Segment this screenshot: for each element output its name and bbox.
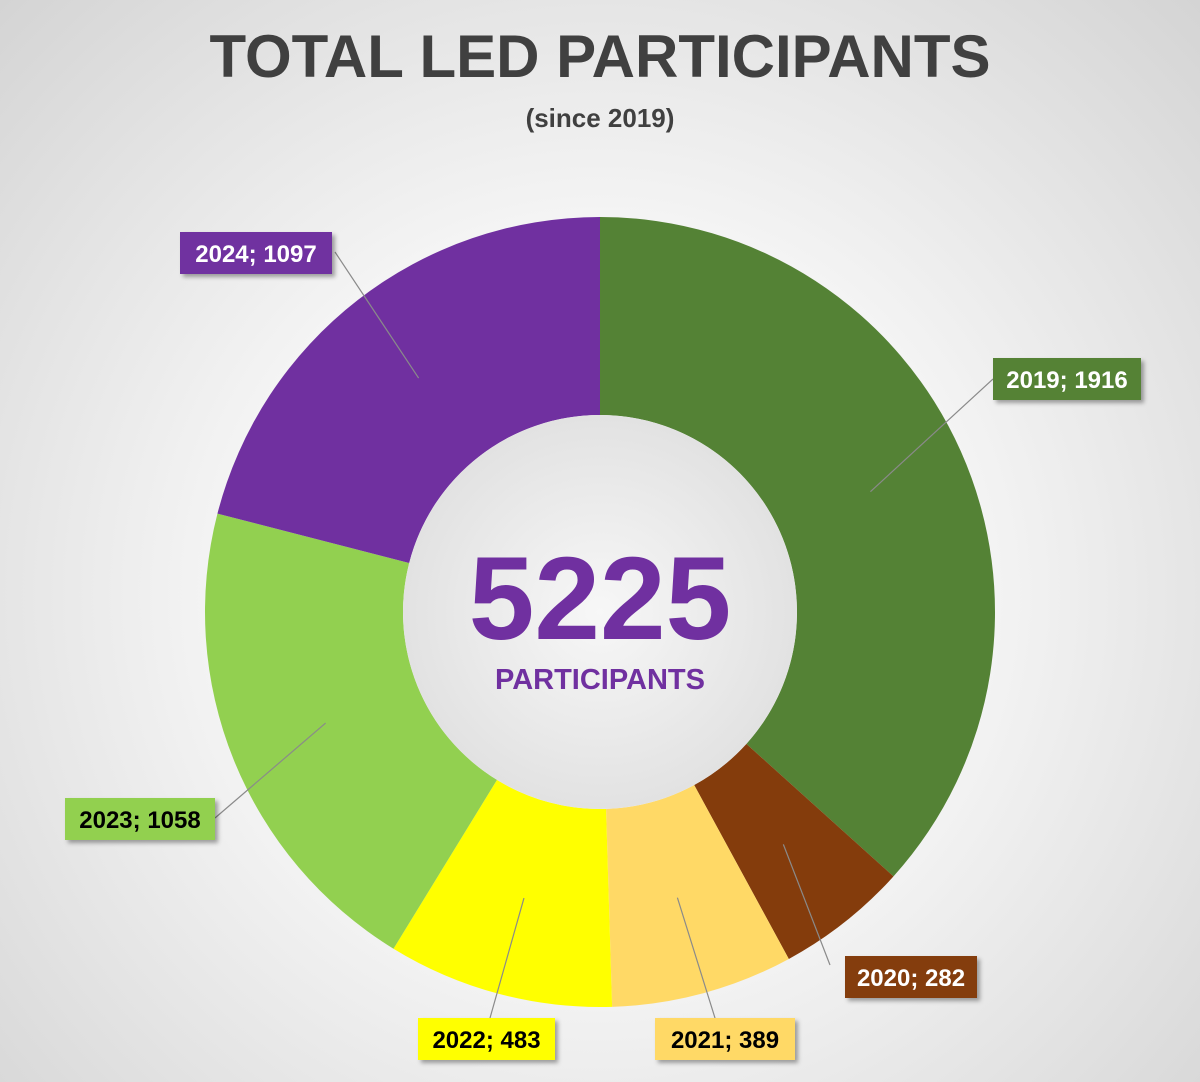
data-label-text-2021: 2021; 389: [671, 1027, 779, 1054]
chart-title: TOTAL LED PARTICIPANTS: [209, 23, 991, 90]
data-label-box-2022: [418, 1018, 555, 1060]
slice-2024: [217, 217, 600, 563]
data-label-text-2024: 2024; 1097: [195, 241, 316, 268]
data-label-box-2021: [655, 1018, 795, 1060]
data-label-text-2022: 2022; 483: [432, 1027, 540, 1054]
data-label-2019: 2019; 1916: [993, 358, 1141, 400]
leader-line-2022: [489, 897, 525, 1019]
leader-line-2020: [782, 844, 831, 966]
slice-2022: [393, 779, 613, 1007]
center-unit: PARTICIPANTS: [495, 664, 705, 696]
leader-line-2021: [676, 897, 716, 1019]
leader-line-2024: [334, 251, 420, 379]
chart-subtitle: (since 2019): [525, 103, 675, 133]
data-label-box-2020: [845, 956, 977, 998]
data-label-text-2023: 2023; 1058: [79, 807, 200, 834]
data-label-2022: 2022; 483: [418, 1018, 555, 1060]
leader-line-2019: [870, 378, 994, 493]
data-label-text-2019: 2019; 1916: [1006, 367, 1127, 394]
data-label-box-2019: [993, 358, 1141, 400]
data-label-2021: 2021; 389: [655, 1018, 795, 1060]
data-label-2023: 2023; 1058: [65, 798, 215, 840]
data-label-2020: 2020; 282: [845, 956, 977, 998]
data-label-box-2024: [180, 232, 332, 274]
data-label-box-2023: [65, 798, 215, 840]
slice-2023: [204, 513, 498, 949]
slice-2021: [606, 785, 789, 1007]
center-total: 5225: [468, 533, 732, 665]
data-label-text-2020: 2020; 282: [857, 965, 965, 992]
leader-line-2023: [214, 722, 327, 819]
donut-hole: [403, 415, 797, 809]
slice-2020: [694, 743, 894, 959]
data-label-2024: 2024; 1097: [180, 232, 332, 274]
slice-2019: [600, 217, 996, 877]
